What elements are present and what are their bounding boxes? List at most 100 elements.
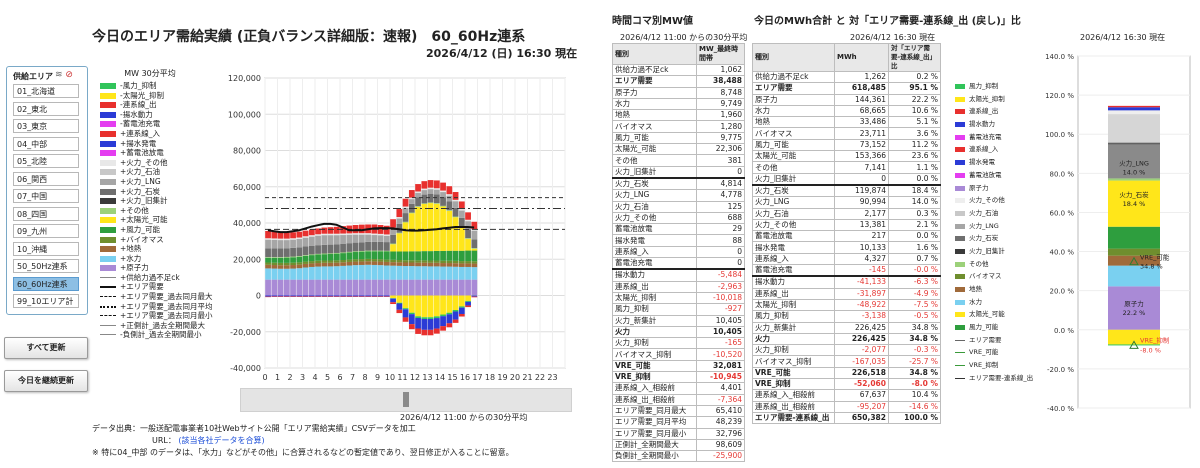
stack-bar-segment	[296, 247, 303, 257]
stack-bar-segment	[402, 222, 409, 252]
stack-bar-segment	[271, 248, 278, 258]
stack-bar-segment	[271, 268, 278, 280]
area-item[interactable]: 99_10エリア計	[13, 294, 79, 308]
ratio-legend-label: 揚水動力	[969, 120, 995, 129]
stack-bar-segment	[333, 262, 340, 267]
area-item[interactable]: 10_沖縄	[13, 241, 79, 256]
legend-label: +その他	[120, 205, 149, 215]
area-item[interactable]: 06_関西	[13, 171, 79, 186]
stack-bar-segment	[452, 192, 459, 200]
ratio-legend-swatch	[955, 96, 965, 102]
table1-cell-type: 火力_旧集計	[612, 165, 697, 179]
stack-bar-segment	[390, 279, 396, 296]
stack-bar-segment	[446, 210, 453, 251]
stack-bar-segment	[283, 256, 290, 258]
table2-header-ratio: 対「エリア需要-連系線_出」比	[888, 43, 941, 72]
stack-bar-segment	[265, 257, 271, 258]
stack-bar-segment	[371, 261, 378, 265]
stack-bar-segment	[471, 248, 478, 251]
stack-bar-segment	[383, 261, 390, 266]
stack-bar-segment	[308, 263, 315, 267]
area-item[interactable]: 07_中国	[13, 189, 79, 203]
table2-cell-mwh: 4,327	[834, 252, 889, 266]
refresh-today-button[interactable]: 今日を継続更新	[4, 370, 88, 392]
stack-bar-segment	[458, 210, 465, 218]
area-item[interactable]: 50_50Hz連系	[13, 259, 79, 273]
chart-legend-item: +原子力	[100, 263, 220, 273]
table1-row: 蓄電池充電 0	[612, 257, 745, 270]
stack-bar-segment	[440, 260, 446, 264]
stack-bar-segment	[352, 252, 359, 260]
area-item[interactable]: 60_60Hz連系	[13, 276, 79, 291]
table1-cell-mw: 4,814	[696, 176, 745, 191]
legend-swatch	[100, 121, 116, 128]
footer-url-link[interactable]: (該当各社データを合算)	[178, 436, 265, 445]
stack-bar-segment	[440, 182, 446, 191]
ratio-legend-item: エリア需要-連系線_出	[953, 372, 1039, 385]
table1-row: バイオマス_抑制 -10,520	[612, 348, 745, 361]
legend-label: +供給力過不足ck	[120, 272, 180, 282]
stack-bar-segment	[421, 203, 428, 252]
area-item[interactable]: 02_東北	[13, 101, 79, 116]
area-item[interactable]: 01_北海道	[13, 84, 79, 98]
table1-cell-mw: 22,306	[696, 143, 745, 156]
stack-bar-segment	[446, 266, 453, 280]
table1-cell-type: 火力_抑制	[612, 337, 697, 350]
table1-cell-type: 正側計_全期間最大	[612, 438, 697, 452]
table1-row: 火力_新集計 10,405	[612, 314, 745, 327]
multi-select-icon[interactable]: ≋	[55, 70, 63, 80]
legend-swatch	[100, 207, 116, 214]
stack-bar-segment	[352, 265, 359, 280]
stack-bar-segment	[290, 257, 296, 263]
stack-bar-segment	[333, 233, 340, 235]
stack-bar-segment	[346, 243, 353, 252]
stack-bar-segment	[446, 314, 453, 324]
table2-row: 火力_石油 2,177 0.3 %	[752, 207, 941, 220]
stack-bar-segment	[458, 279, 465, 296]
legend-swatch	[100, 265, 116, 272]
table2-cell-ratio: -14.6 %	[888, 400, 941, 413]
table2-cell-ratio: 2.1 %	[888, 218, 941, 232]
table1-cell-mw: -25,900	[696, 450, 745, 463]
table1-cell-mw: 98,609	[696, 438, 745, 452]
ratio-y-tick-label: 120.0 %	[1045, 92, 1074, 100]
table2-row: 火力_抑制 -2,077 -0.3 %	[752, 344, 941, 357]
stack-bar-segment	[415, 295, 421, 317]
chart-legend-item: -太陽光_抑制	[100, 91, 220, 101]
stack-bar-segment	[465, 221, 471, 230]
refresh-all-button[interactable]: すべて更新	[4, 337, 88, 359]
stack-bar-segment	[408, 312, 415, 315]
table1-row: 火力_石炭 4,814	[612, 176, 745, 191]
area-item[interactable]: 03_東京	[13, 119, 79, 133]
x-tick-label: 16	[460, 373, 470, 380]
stack-bar-segment	[290, 256, 296, 258]
table1-cell-type: 蓄電池充電	[612, 257, 697, 270]
table2-row: 蓄電池充電 -145 -0.0 %	[752, 264, 941, 277]
chart-scrollbar[interactable]	[240, 388, 572, 412]
ratio-bar-label: VRE_抑制	[1140, 335, 1170, 344]
ratio-y-tick-label: 0.0 %	[1054, 327, 1074, 335]
stack-bar-segment	[402, 295, 409, 309]
ratio-segment	[1108, 142, 1160, 179]
area-item[interactable]: 05_北陸	[13, 154, 79, 168]
stack-bar-segment	[333, 266, 340, 280]
table1-row: バイオマス 1,280	[612, 120, 745, 133]
stack-bar-segment	[408, 213, 415, 252]
stack-bar-segment	[302, 261, 309, 264]
y-tick-label: 100,000	[228, 110, 261, 119]
area-item[interactable]: 09_九州	[13, 224, 79, 238]
stack-bar-segment	[415, 266, 421, 280]
chart-scrollbar-thumb[interactable]	[403, 392, 409, 407]
area-item[interactable]: 04_中部	[13, 136, 79, 151]
ratio-legend-swatch	[955, 377, 965, 379]
stack-bar-segment	[465, 219, 471, 222]
stack-bar-segment	[446, 323, 453, 328]
stack-bar-segment	[452, 201, 459, 208]
area-item[interactable]: 08_四国	[13, 206, 79, 221]
stack-bar-segment	[465, 212, 471, 220]
ratio-legend-item: 火力_石炭	[953, 232, 1039, 245]
table1-cell-type: 蓄電池放電	[612, 223, 697, 236]
clear-filter-icon[interactable]: ⊘	[65, 70, 73, 80]
table1-cell-type: バイオマス	[612, 120, 697, 133]
stack-bar-segment	[458, 227, 465, 251]
